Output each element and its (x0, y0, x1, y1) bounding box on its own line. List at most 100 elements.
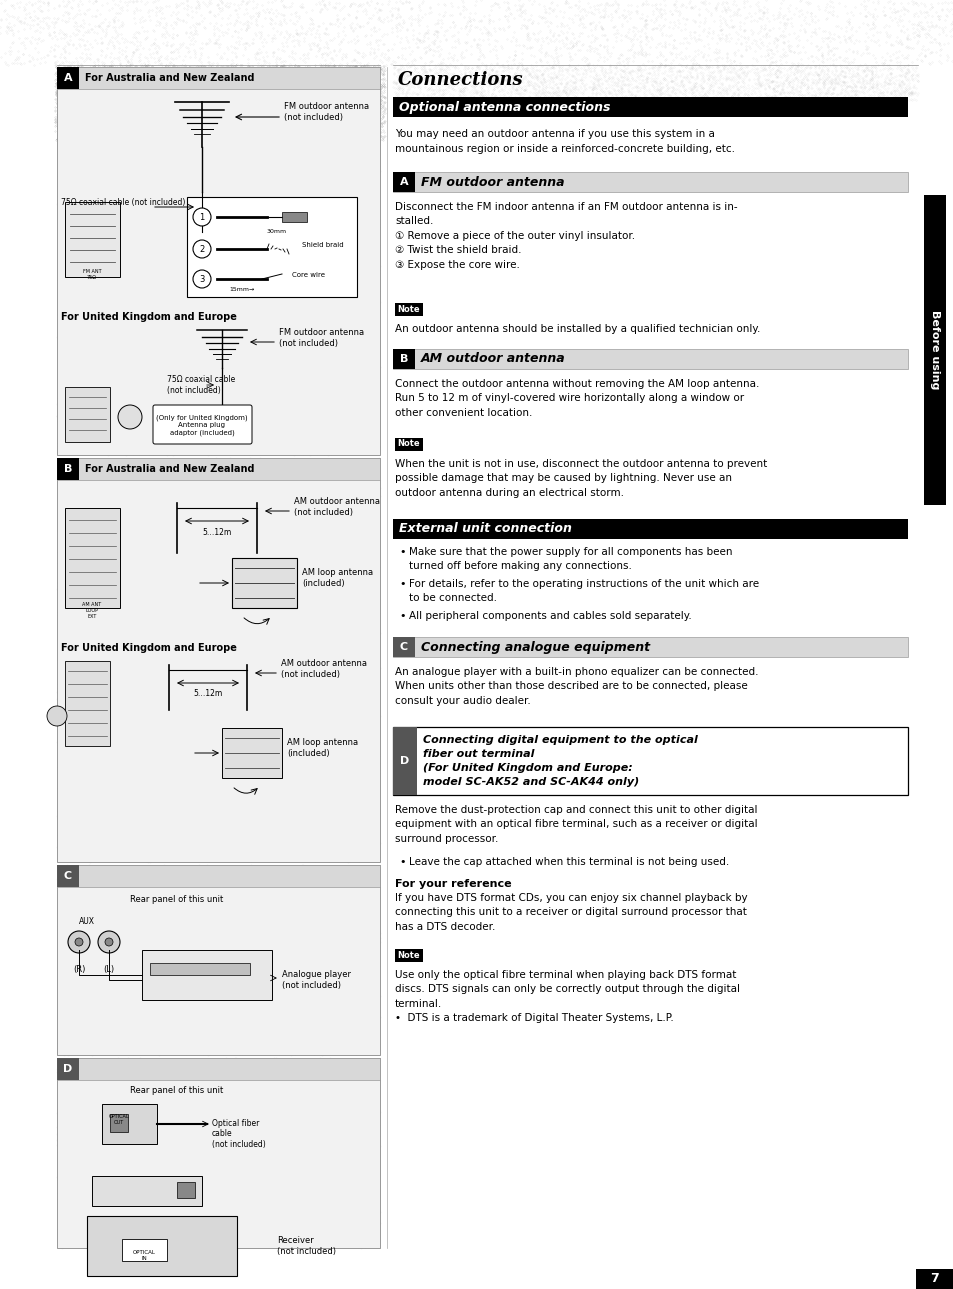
Text: Note: Note (397, 950, 420, 959)
Bar (57, 1058, 79, 1080)
Text: AM loop antenna
(included): AM loop antenna (included) (302, 568, 373, 588)
Text: AM outdoor antenna
(not included): AM outdoor antenna (not included) (294, 498, 379, 517)
Text: 75Ω coaxial cable
(not included): 75Ω coaxial cable (not included) (167, 375, 235, 394)
Bar (393, 171, 907, 192)
Bar (923, 195, 945, 505)
Text: AUX: AUX (79, 916, 95, 926)
Bar (57, 458, 379, 480)
Bar (282, 211, 307, 222)
Text: A: A (64, 73, 72, 82)
Bar (395, 438, 422, 451)
Bar (65, 202, 120, 277)
Text: •: • (398, 857, 405, 867)
Bar (91, 1176, 202, 1207)
Bar (57, 1058, 379, 1080)
Bar (65, 387, 110, 442)
Bar (393, 727, 907, 795)
Circle shape (118, 405, 142, 429)
Bar (393, 349, 415, 369)
FancyBboxPatch shape (152, 405, 252, 443)
Text: Disconnect the FM indoor antenna if an FM outdoor antenna is in-
stalled.
① Remo: Disconnect the FM indoor antenna if an F… (395, 202, 737, 269)
Bar (65, 508, 120, 608)
Text: Shield braid: Shield braid (302, 242, 343, 247)
Bar (57, 67, 379, 455)
Bar (393, 637, 415, 657)
Bar (393, 97, 907, 117)
Bar (915, 1268, 953, 1289)
Circle shape (193, 269, 211, 287)
Text: All peripheral components and cables sold separately.: All peripheral components and cables sol… (409, 611, 691, 621)
Circle shape (47, 706, 67, 726)
Text: Analogue player
(not included): Analogue player (not included) (282, 971, 351, 990)
Text: FM outdoor antenna
(not included): FM outdoor antenna (not included) (284, 102, 369, 121)
Text: Rear panel of this unit: Rear panel of this unit (131, 1087, 223, 1094)
Text: 3: 3 (199, 275, 205, 284)
Bar (187, 197, 356, 296)
Bar (57, 458, 79, 480)
Circle shape (193, 240, 211, 258)
Bar (142, 950, 272, 1000)
Text: AM ANT
LOOP
EXT: AM ANT LOOP EXT (82, 602, 102, 619)
Bar (57, 458, 379, 862)
Bar (65, 661, 110, 746)
Text: AM outdoor antenna
(not included): AM outdoor antenna (not included) (281, 659, 367, 679)
Text: B: B (399, 354, 408, 363)
Text: A: A (399, 177, 408, 187)
Text: OPTICAL
IN: OPTICAL IN (132, 1250, 155, 1261)
Circle shape (193, 208, 211, 226)
Bar (393, 349, 907, 369)
Text: Core wire: Core wire (292, 272, 325, 278)
Bar (395, 949, 422, 962)
Circle shape (68, 931, 90, 953)
Text: You may need an outdoor antenna if you use this system in a
mountainous region o: You may need an outdoor antenna if you u… (395, 129, 734, 153)
Bar (177, 1182, 194, 1197)
Text: Optional antenna connections: Optional antenna connections (398, 101, 610, 113)
Text: •: • (398, 547, 405, 557)
Text: •: • (398, 579, 405, 589)
Bar (150, 963, 250, 974)
Text: Before using: Before using (929, 311, 939, 389)
Text: Note: Note (397, 304, 420, 313)
Bar (393, 727, 416, 795)
Circle shape (98, 931, 120, 953)
Text: •: • (398, 611, 405, 621)
Text: An analogue player with a built-in phono equalizer can be connected.
When units : An analogue player with a built-in phono… (395, 666, 758, 706)
Bar (122, 1239, 167, 1261)
Text: For your reference: For your reference (395, 879, 511, 889)
Text: 15mm→: 15mm→ (229, 287, 254, 293)
Text: Remove the dust-protection cap and connect this unit to other digital
equipment : Remove the dust-protection cap and conne… (395, 806, 757, 844)
Text: 1: 1 (199, 213, 204, 222)
Text: Connect the outdoor antenna without removing the AM loop antenna.
Run 5 to 12 m : Connect the outdoor antenna without remo… (395, 379, 759, 418)
Text: Make sure that the power supply for all components has been
turned off before ma: Make sure that the power supply for all … (409, 547, 732, 571)
Text: 5…12m: 5…12m (193, 690, 222, 699)
Text: Leave the cap attached when this terminal is not being used.: Leave the cap attached when this termina… (409, 857, 728, 867)
Text: For Australia and New Zealand: For Australia and New Zealand (85, 73, 254, 82)
Bar (393, 519, 907, 539)
Bar (395, 303, 422, 316)
Text: Rear panel of this unit: Rear panel of this unit (131, 895, 223, 904)
Text: When the unit is not in use, disconnect the outdoor antenna to prevent
possible : When the unit is not in use, disconnect … (395, 459, 766, 498)
Text: (L): (L) (103, 965, 114, 974)
Text: Connecting analogue equipment: Connecting analogue equipment (420, 641, 649, 654)
Bar (393, 637, 907, 657)
Text: For details, refer to the operating instructions of the unit which are
to be con: For details, refer to the operating inst… (409, 579, 759, 603)
Text: For United Kingdom and Europe: For United Kingdom and Europe (61, 312, 236, 322)
Text: FM outdoor antenna: FM outdoor antenna (420, 175, 564, 188)
Text: C: C (399, 642, 408, 652)
Bar (222, 728, 282, 779)
Bar (57, 865, 79, 887)
Text: 75Ω coaxial cable (not included): 75Ω coaxial cable (not included) (61, 197, 185, 206)
Text: For United Kingdom and Europe: For United Kingdom and Europe (61, 643, 236, 654)
Text: An outdoor antenna should be installed by a qualified technician only.: An outdoor antenna should be installed b… (395, 324, 760, 334)
Text: B: B (64, 464, 72, 474)
Text: 5…12m: 5…12m (202, 528, 232, 538)
Text: 7: 7 (929, 1272, 939, 1285)
Bar (102, 1103, 157, 1145)
Text: (Only for United Kingdom)
Antenna plug
adaptor (included): (Only for United Kingdom) Antenna plug a… (156, 415, 248, 436)
Bar (57, 865, 379, 1054)
Text: C: C (64, 871, 72, 880)
Text: D: D (400, 757, 409, 766)
Text: Connections: Connections (397, 71, 523, 89)
Bar (57, 1058, 379, 1248)
Text: D: D (63, 1063, 72, 1074)
